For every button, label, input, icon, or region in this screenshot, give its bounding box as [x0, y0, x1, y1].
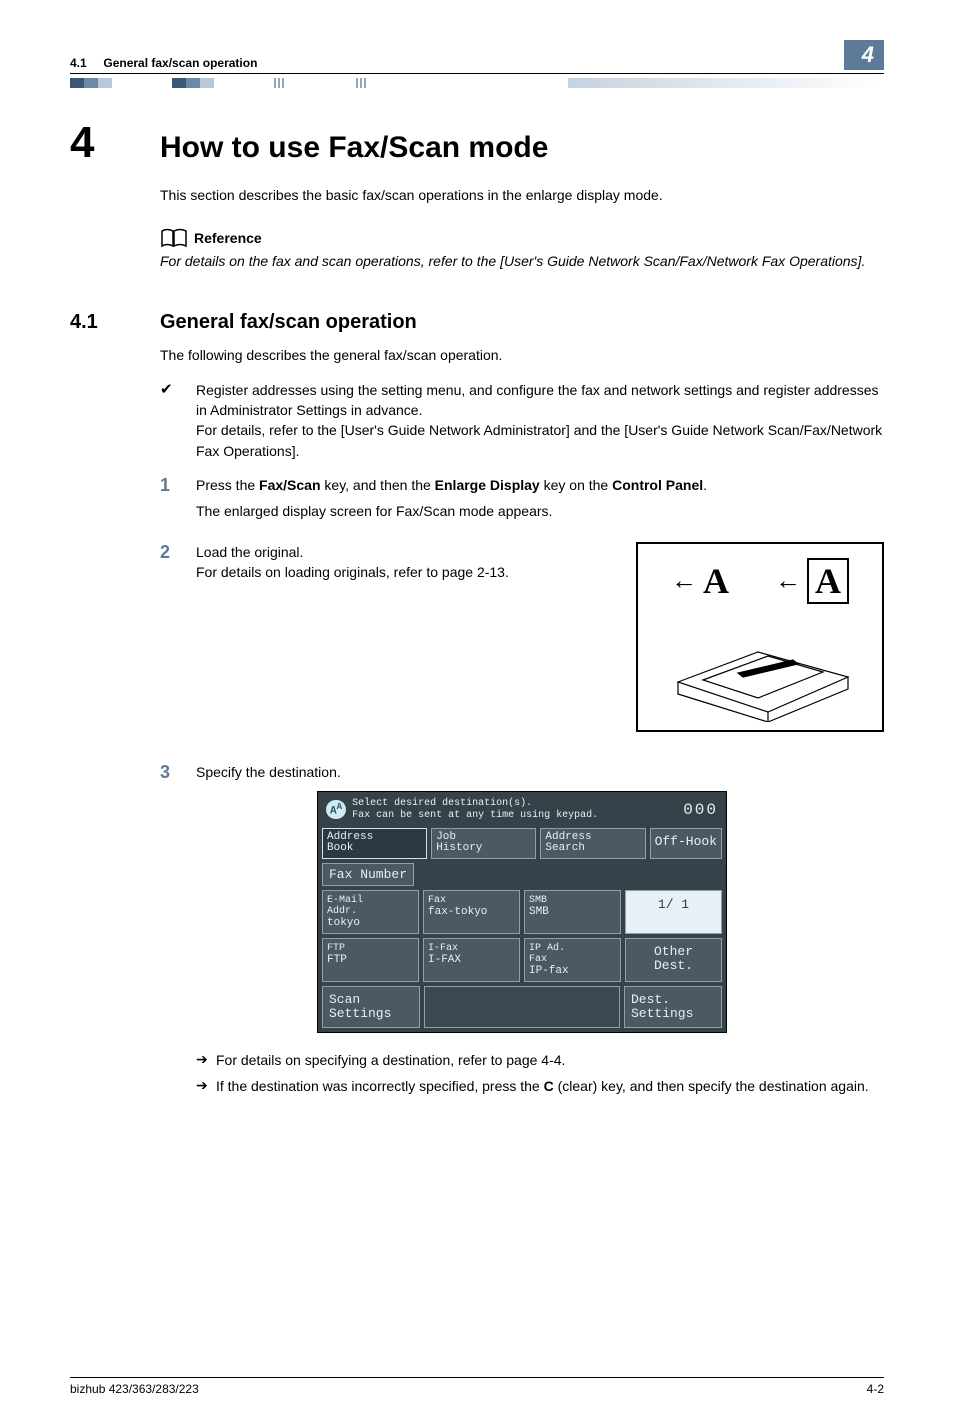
section-number: 4.1 [70, 311, 160, 334]
decoration-bar [70, 78, 884, 88]
step-number: 2 [160, 542, 196, 583]
step-text: key, and then the [321, 477, 435, 493]
page-footer: bizhub 423/363/283/223 4-2 [70, 1377, 884, 1396]
dest-smb[interactable]: SMBSMB [524, 890, 621, 934]
page-indicator: 1/ 1 [625, 890, 722, 934]
offhook-button[interactable]: Off-Hook [650, 828, 722, 859]
key-name: Fax/Scan [259, 477, 320, 493]
running-head: 4.1 General fax/scan operation 4 [70, 40, 884, 74]
step-text: Press the [196, 477, 259, 493]
lcd-head-line1: Select desired destination(s). [352, 798, 598, 810]
running-section-title: General fax/scan operation [103, 56, 257, 70]
dest-ftp[interactable]: FTPFTP [322, 938, 419, 982]
load-original-figure: ← A ← A [636, 542, 884, 732]
letter-a: A [703, 560, 729, 602]
fax-number-tab[interactable]: Fax Number [322, 863, 414, 886]
key-name: C [544, 1078, 554, 1094]
note-2: ➔ If the destination was incorrectly spe… [196, 1077, 884, 1097]
orientation-a-left: ← A [671, 558, 729, 604]
chapter-badge: 4 [844, 40, 884, 70]
section-heading: 4.1 General fax/scan operation [70, 311, 884, 334]
running-section-num: 4.1 [70, 56, 87, 70]
dest-ipfax[interactable]: IP Ad. FaxIP-fax [524, 938, 621, 982]
other-dest-button[interactable]: Other Dest. [625, 938, 722, 982]
orientation-a-right: ← A [775, 558, 849, 604]
reference-heading: Reference [160, 228, 884, 248]
check-icon: ✔ [160, 380, 196, 461]
step-3: 3 Specify the destination. [160, 762, 884, 783]
printer-icon [648, 622, 868, 722]
lcd-screenshot: AA Select desired destination(s). Fax ca… [317, 791, 727, 1034]
chapter-title: How to use Fax/Scan mode [160, 131, 548, 165]
scan-settings-button[interactable]: Scan Settings [322, 986, 420, 1029]
arrow-left-icon: ← [671, 565, 697, 596]
arrow-right-icon: ➔ [196, 1051, 216, 1071]
tab-job-history[interactable]: Job History [431, 828, 536, 859]
step-sub: The enlarged display screen for Fax/Scan… [196, 501, 884, 521]
dest-fax-tokyo[interactable]: Faxfax-tokyo [423, 890, 520, 934]
precondition-text: Register addresses using the setting men… [196, 380, 884, 461]
tab-address-book[interactable]: Address Book [322, 828, 427, 859]
lcd-spacer [424, 986, 620, 1029]
dest-email-tokyo[interactable]: E-Mail Addr.tokyo [322, 890, 419, 934]
footer-model: bizhub 423/363/283/223 [70, 1382, 199, 1396]
precondition-item: ✔ Register addresses using the setting m… [160, 380, 884, 461]
lcd-head-line2: Fax can be sent at any time using keypad… [352, 810, 598, 822]
lcd-counter: 000 [683, 801, 718, 819]
section-intro: The following describes the general fax/… [160, 346, 884, 366]
dest-settings-button[interactable]: Dest. Settings [624, 986, 722, 1029]
arrow-left-icon: ← [775, 565, 801, 596]
reference-label: Reference [194, 230, 262, 246]
note-text: For details on specifying a destination,… [216, 1051, 884, 1071]
chapter-heading: 4 How to use Fax/Scan mode [70, 118, 884, 168]
key-name: Enlarge Display [435, 477, 540, 493]
arrow-right-icon: ➔ [196, 1077, 216, 1097]
note-text: If the destination was incorrectly speci… [216, 1078, 544, 1094]
step-1: 1 Press the Fax/Scan key, and then the E… [160, 475, 884, 522]
step-text: . [703, 477, 707, 493]
step-text: Specify the destination. [196, 762, 884, 783]
key-name: Control Panel [612, 477, 703, 493]
enlarge-icon: AA [326, 800, 346, 819]
reference-text: For details on the fax and scan operatio… [160, 252, 884, 272]
note-text: (clear) key, and then specify the destin… [554, 1078, 869, 1094]
letter-a-boxed: A [807, 558, 849, 604]
step-text: For details on loading originals, refer … [196, 564, 509, 580]
chapter-number: 4 [70, 118, 160, 168]
book-icon [160, 228, 188, 248]
footer-page: 4-2 [867, 1382, 884, 1396]
step-number: 3 [160, 762, 196, 783]
step-text: Load the original. [196, 544, 303, 560]
tab-address-search[interactable]: Address Search [540, 828, 645, 859]
step-text: key on the [540, 477, 612, 493]
intro-paragraph: This section describes the basic fax/sca… [160, 186, 884, 206]
dest-ifax[interactable]: I-FaxI-FAX [423, 938, 520, 982]
note-1: ➔ For details on specifying a destinatio… [196, 1051, 884, 1071]
step-2: 2 Load the original. For details on load… [160, 542, 616, 583]
section-title: General fax/scan operation [160, 311, 417, 334]
step-number: 1 [160, 475, 196, 522]
